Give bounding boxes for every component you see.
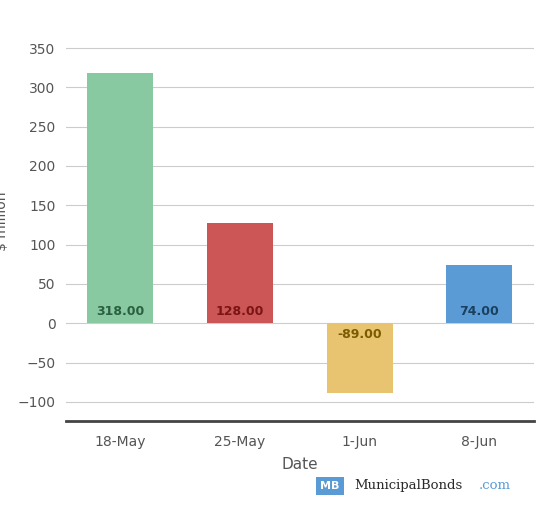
Text: MunicipalBonds: MunicipalBonds bbox=[355, 479, 463, 492]
X-axis label: Date: Date bbox=[282, 457, 318, 472]
Bar bbox=[87, 73, 153, 323]
Bar bbox=[327, 323, 393, 393]
Text: 74.00: 74.00 bbox=[459, 305, 499, 319]
Text: .com: .com bbox=[478, 479, 510, 492]
Text: -89.00: -89.00 bbox=[337, 328, 382, 341]
Bar bbox=[447, 265, 512, 323]
Text: MB: MB bbox=[320, 481, 340, 491]
Y-axis label: $ million: $ million bbox=[0, 191, 9, 251]
Bar bbox=[207, 223, 273, 323]
Text: 318.00: 318.00 bbox=[96, 305, 144, 319]
Text: 128.00: 128.00 bbox=[216, 305, 264, 319]
